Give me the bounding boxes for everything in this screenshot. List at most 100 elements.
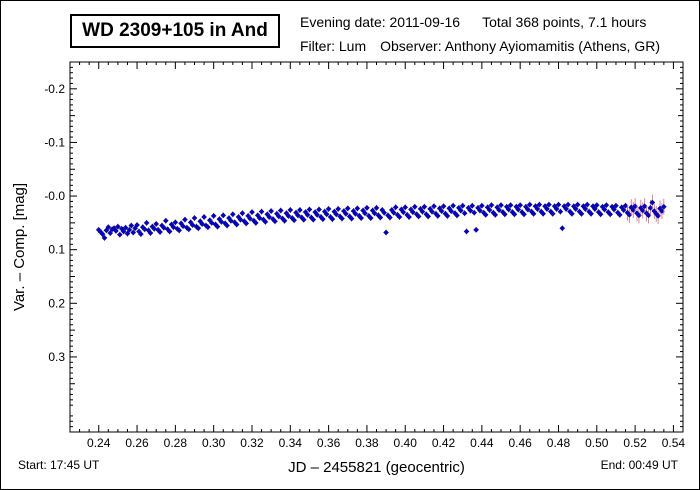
data-point xyxy=(126,226,133,233)
data-point xyxy=(429,208,435,215)
data-point xyxy=(488,202,495,209)
data-point xyxy=(461,210,468,217)
data-point xyxy=(162,217,169,224)
data-point xyxy=(540,210,547,217)
data-point xyxy=(463,228,470,235)
data-point xyxy=(224,222,230,229)
data-point xyxy=(323,211,330,218)
data-point xyxy=(505,206,512,213)
data-point xyxy=(459,202,466,209)
data-point xyxy=(613,202,619,209)
data-point xyxy=(268,208,275,214)
data-point xyxy=(557,208,564,215)
data-point xyxy=(191,215,198,221)
data-point xyxy=(157,229,163,235)
data-point xyxy=(201,214,207,220)
y-tick-label: 0.3 xyxy=(48,350,65,364)
data-point xyxy=(515,206,522,213)
data-point xyxy=(210,213,217,219)
data-point xyxy=(593,202,600,209)
data-point xyxy=(553,206,560,212)
data-point xyxy=(339,215,345,222)
data-point xyxy=(419,208,426,215)
data-point xyxy=(325,206,332,212)
data-point xyxy=(425,213,432,220)
x-tick-label: 0.48 xyxy=(547,436,571,450)
data-point xyxy=(584,201,591,208)
data-point xyxy=(501,211,508,218)
data-point xyxy=(316,206,322,213)
data-point xyxy=(536,201,543,208)
data-point xyxy=(434,213,441,219)
data-point xyxy=(130,229,137,236)
data-point xyxy=(287,207,294,213)
data-point xyxy=(473,226,479,233)
data-point xyxy=(354,205,361,212)
data-point xyxy=(526,201,533,208)
x-tick-label: 0.54 xyxy=(662,436,686,450)
data-point xyxy=(530,210,537,217)
data-point xyxy=(607,211,614,218)
data-point xyxy=(400,209,407,216)
data-point xyxy=(377,214,384,221)
total-points: Total 368 points, 7.1 hours xyxy=(482,14,647,30)
data-point xyxy=(478,202,485,209)
plot-area xyxy=(69,61,684,433)
observer-label: Observer: Anthony Ayiomamitis (Athens, G… xyxy=(380,38,660,54)
data-point xyxy=(373,204,380,211)
data-point xyxy=(266,214,273,220)
data-point xyxy=(565,201,571,208)
data-point xyxy=(601,206,608,213)
data-point xyxy=(180,223,186,229)
data-point xyxy=(229,211,236,218)
data-point xyxy=(574,201,581,208)
data-point xyxy=(262,218,269,225)
data-point xyxy=(517,202,524,209)
y-tick-label: 0.2 xyxy=(48,296,65,310)
data-point xyxy=(348,215,355,222)
data-point xyxy=(507,202,514,209)
data-point xyxy=(457,207,464,214)
data-point xyxy=(358,215,365,221)
data-point xyxy=(296,207,303,213)
data-point xyxy=(383,229,389,236)
data-point xyxy=(291,217,298,224)
x-tick-label: 0.32 xyxy=(240,436,264,450)
x-tick-label: 0.34 xyxy=(279,436,303,450)
data-point xyxy=(406,214,412,220)
data-point xyxy=(105,224,112,231)
x-tick-label: 0.40 xyxy=(394,436,418,450)
x-tick-label: 0.42 xyxy=(432,436,456,450)
data-point xyxy=(333,211,340,218)
data-point xyxy=(431,203,437,210)
data-point xyxy=(555,201,562,208)
evening-date: Evening date: 2011-09-16 xyxy=(300,14,461,30)
data-point xyxy=(660,203,667,210)
x-axis-label: JD – 2455821 (geocentric) xyxy=(288,459,465,476)
data-point xyxy=(392,204,399,211)
start-time: Start: 17:45 UT xyxy=(18,458,100,472)
data-point xyxy=(471,209,478,216)
y-tick-label: 0.1 xyxy=(48,243,65,257)
data-point xyxy=(281,217,288,224)
x-tick-label: 0.52 xyxy=(623,436,647,450)
data-point xyxy=(390,209,397,216)
filter-label: Filter: Lum xyxy=(300,38,367,54)
data-point xyxy=(402,204,409,211)
data-point xyxy=(258,208,265,215)
data-point xyxy=(344,205,351,212)
data-point xyxy=(448,208,455,214)
data-point xyxy=(185,226,192,233)
data-point xyxy=(137,231,144,238)
data-point xyxy=(115,223,121,230)
x-tick-label: 0.44 xyxy=(470,436,494,450)
info-line-1: Evening date: 2011-09-16 Total 368 points… xyxy=(300,14,646,30)
data-point xyxy=(134,222,140,228)
data-point xyxy=(486,207,493,213)
data-point xyxy=(371,210,378,217)
data-point xyxy=(440,203,447,210)
data-point xyxy=(195,225,202,232)
y-tick-label: -0.0 xyxy=(44,189,65,203)
x-tick-label: 0.36 xyxy=(317,436,341,450)
data-point xyxy=(616,211,623,218)
